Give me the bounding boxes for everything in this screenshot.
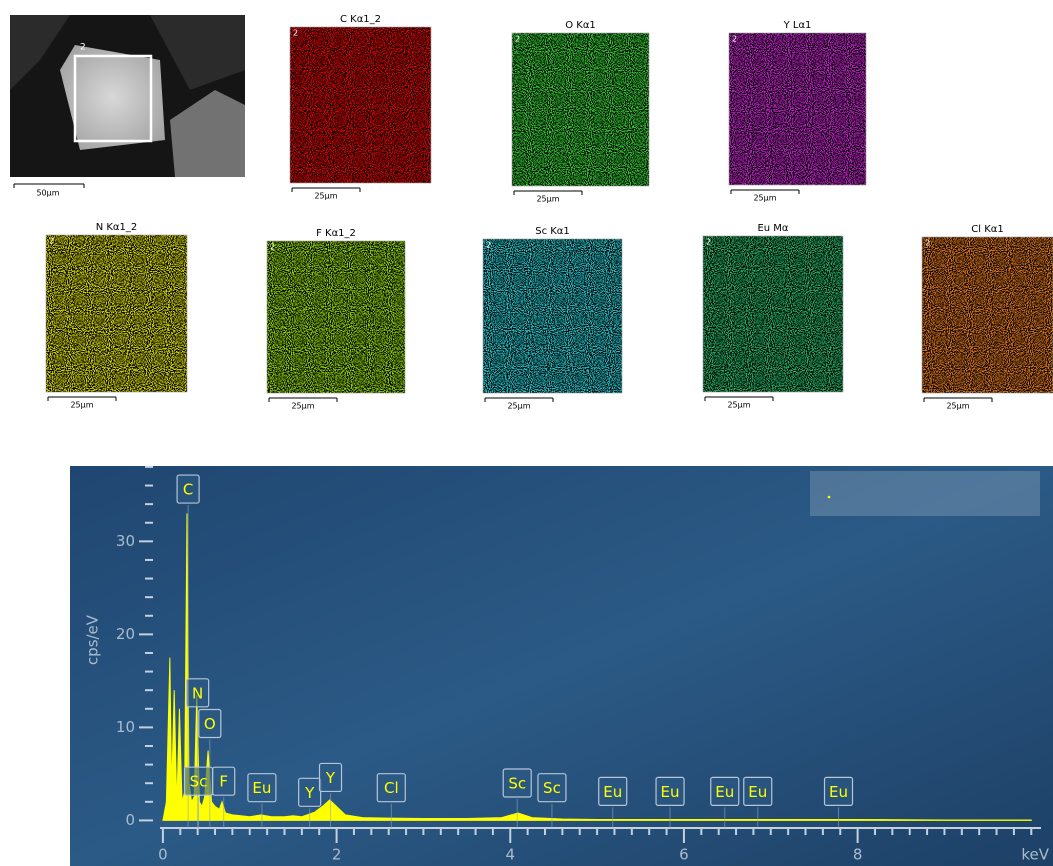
annotation-label: Eu <box>715 783 734 801</box>
annotation-label: Y <box>304 784 315 802</box>
y-tick-label: 20 <box>116 625 135 643</box>
y-tick-label: 10 <box>116 718 135 736</box>
region-label: 2 <box>293 29 298 38</box>
map-signal <box>729 33 866 185</box>
annotation-label: Y <box>325 769 336 787</box>
scale-label: 25µm <box>946 402 969 411</box>
element-map: N Kα1_2 2 25µm <box>46 222 187 410</box>
element-map: O Kα1 2 25µm <box>512 20 649 204</box>
region-label: 2 <box>49 237 54 246</box>
region-label: 2 <box>706 238 711 247</box>
map-title: N Kα1_2 <box>96 222 138 233</box>
annotation-label: Sc <box>508 775 526 793</box>
x-tick-label: 4 <box>505 846 515 864</box>
annotation-label: Eu <box>252 779 271 797</box>
map-title: C Kα1_2 <box>340 14 381 25</box>
x-axis-label: keV <box>1021 846 1049 864</box>
x-tick-label: 8 <box>853 846 863 864</box>
map-title: Sc Kα1 <box>535 226 570 237</box>
region-label: 2 <box>270 243 275 252</box>
region-label: 2 <box>515 35 520 44</box>
scale-label: 25µm <box>753 194 776 203</box>
annotation-label: Cl <box>384 779 399 797</box>
scale-label: 50µm <box>36 189 59 198</box>
map-signal <box>922 237 1053 393</box>
scale-label: 25µm <box>291 402 314 411</box>
map-signal <box>512 33 649 186</box>
plot-background <box>70 466 1053 866</box>
scale-label: 25µm <box>314 192 337 201</box>
scale-label: 25µm <box>536 195 559 204</box>
scale-label: 25µm <box>727 401 750 410</box>
page: {"sem_image": {"region_label": "2", "sca… <box>0 0 1053 866</box>
annotation-label: Eu <box>748 783 767 801</box>
element-map: Cl Kα1 2 25µm <box>922 224 1053 411</box>
annotation-label: Eu <box>829 783 848 801</box>
region-label: 2 <box>732 35 737 44</box>
figure: 2 50µm C Kα1_2225µmO Kα1225µmY Lα1225µmN… <box>0 0 1053 866</box>
map-title: Y Lα1 <box>783 20 812 31</box>
annotation-label: N <box>192 684 203 702</box>
map-signal <box>46 235 187 392</box>
element-map: C Kα1_2 2 25µm <box>290 14 431 201</box>
annotation-label: Eu <box>661 783 680 801</box>
element-map: Y Lα1 2 25µm <box>729 20 866 203</box>
y-axis-label: cps/eV <box>84 614 102 665</box>
map-title: Eu Mα <box>757 223 788 234</box>
region-label: 2 <box>486 241 491 250</box>
annotation-label: Eu <box>603 783 622 801</box>
sem-image: 2 50µm <box>10 15 245 198</box>
annotation-label: O <box>204 715 216 733</box>
map-signal <box>290 27 431 183</box>
scale-label: 25µm <box>507 402 530 411</box>
legend-box <box>810 471 1040 516</box>
element-map: Sc Kα1 2 25µm <box>483 226 622 411</box>
annotation-label: C <box>183 481 193 499</box>
map-title: O Kα1 <box>565 20 596 31</box>
map-title: Cl Kα1 <box>971 224 1003 235</box>
map-signal <box>483 239 622 393</box>
element-map: Eu Mα 2 25µm <box>703 223 843 410</box>
annotation-label: Sc <box>543 779 561 797</box>
annotation-label: F <box>219 773 228 791</box>
map-signal <box>703 236 843 392</box>
legend-dot <box>828 496 831 499</box>
x-tick-label: 0 <box>158 846 168 864</box>
map-title: F Kα1_2 <box>316 228 356 239</box>
map-signal <box>267 241 405 393</box>
region-label: 2 <box>925 239 930 248</box>
x-tick-label: 6 <box>679 846 689 864</box>
annotation-label: Sc <box>190 773 208 791</box>
y-tick-label: 30 <box>116 532 135 550</box>
y-tick-label: 0 <box>125 811 135 829</box>
element-map: F Kα1_2 2 25µm <box>267 228 405 411</box>
x-tick-label: 2 <box>332 846 342 864</box>
region-label: 2 <box>80 43 86 53</box>
scale-label: 25µm <box>70 401 93 410</box>
